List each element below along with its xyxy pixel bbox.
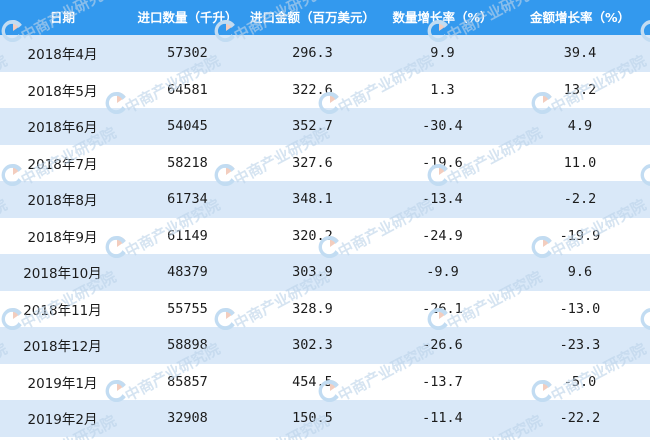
cell-import_volume: 55755 <box>167 300 208 317</box>
cell-value_growth: 13.2 <box>563 81 597 98</box>
cell-date: 2018年5月 <box>27 83 98 100</box>
cell-value_growth: -22.2 <box>559 410 601 427</box>
cell-date: 2018年6月 <box>27 120 98 137</box>
cell-import_volume: 85857 <box>167 373 208 390</box>
cell-date: 2019年2月 <box>27 412 98 429</box>
cell-import_value: 322.6 <box>292 81 333 98</box>
table-row: 2018年4月 57302 296.3 9.9 39.4 <box>0 35 650 72</box>
cell-value_growth: -23.3 <box>559 337 601 354</box>
column-header-value-growth: 金额增长率（%） <box>529 9 631 25</box>
cell-import_value: 454.5 <box>292 373 333 390</box>
cell-import_volume: 57302 <box>167 45 208 62</box>
cell-value_growth: -13.0 <box>559 300 601 317</box>
column-header-import-volume: 进口数量（千升） <box>137 9 238 25</box>
cell-volume_growth: -26.1 <box>422 300 463 317</box>
table-header-row: 日期 进口数量（千升） 进口金额（百万美元） 数量增长率（%） 金额增长率（%） <box>0 0 650 35</box>
cell-value_growth: 11.0 <box>563 154 597 171</box>
cell-value_growth: -2.2 <box>563 191 597 208</box>
table-row: 2018年11月 55755 328.9 -26.1 -13.0 <box>0 290 650 327</box>
table-row: 2018年8月 61734 348.1 -13.4 -2.2 <box>0 181 650 218</box>
cell-import_volume: 48379 <box>167 264 208 281</box>
column-header-date: 日期 <box>49 9 75 25</box>
table-row: 2018年6月 54045 352.7 -30.4 4.9 <box>0 108 650 145</box>
cell-volume_growth: -13.7 <box>422 373 463 390</box>
table-row: 2018年10月 48379 303.9 -9.9 9.6 <box>0 254 650 291</box>
cell-volume_growth: -26.6 <box>422 337 463 354</box>
cell-date: 2018年7月 <box>27 156 98 173</box>
table-body: 2018年4月 57302 296.3 9.9 39.4 2018年5月 64581 322.… <box>0 35 650 437</box>
table-row: 2019年1月 85857 454.5 -13.7 -5.0 <box>0 363 650 400</box>
cell-import_value: 320.2 <box>292 227 333 244</box>
cell-volume_growth: 9.9 <box>430 45 455 62</box>
cell-import_value: 302.3 <box>292 337 333 354</box>
cell-volume_growth: -19.6 <box>422 154 463 171</box>
table-header: 日期 进口数量（千升） 进口金额（百万美元） 数量增长率（%） 金额增长率（%） <box>0 0 650 35</box>
cell-import_value: 296.3 <box>292 45 333 62</box>
cell-volume_growth: -24.9 <box>422 227 463 244</box>
column-header-import-value: 进口金额（百万美元） <box>250 9 376 25</box>
cell-date: 2018年9月 <box>27 229 98 246</box>
cell-value_growth: -5.0 <box>563 373 597 390</box>
cell-date: 2018年11月 <box>23 302 102 319</box>
cell-date: 2018年12月 <box>23 339 102 356</box>
table-row: 2019年2月 32908 150.5 -11.4 -22.2 <box>0 400 650 437</box>
cell-date: 2019年1月 <box>27 375 98 392</box>
cell-import_value: 327.6 <box>292 154 333 171</box>
cell-import_volume: 58898 <box>167 337 208 354</box>
cell-import_volume: 58218 <box>167 154 208 171</box>
cell-import_value: 150.5 <box>292 410 333 427</box>
cell-import_volume: 64581 <box>167 81 208 98</box>
cell-import_volume: 54045 <box>167 118 208 135</box>
table-row: 2018年5月 64581 322.6 1.3 13.2 <box>0 71 650 108</box>
cell-value_growth: -19.9 <box>559 227 601 244</box>
cell-date: 2018年4月 <box>27 47 98 64</box>
cell-import_value: 348.1 <box>292 191 333 208</box>
cell-volume_growth: -11.4 <box>422 410 463 427</box>
table-row: 2018年12月 58898 302.3 -26.6 -23.3 <box>0 327 650 364</box>
cell-import_value: 352.7 <box>292 118 333 135</box>
cell-import_volume: 32908 <box>167 410 208 427</box>
cell-volume_growth: -30.4 <box>422 118 463 135</box>
cell-date: 2018年8月 <box>27 193 98 210</box>
cell-value_growth: 4.9 <box>567 118 593 135</box>
cell-import_volume: 61734 <box>167 191 208 208</box>
cell-volume_growth: -9.9 <box>426 264 459 281</box>
cell-import_value: 328.9 <box>292 300 333 317</box>
table-row: 2018年9月 61149 320.2 -24.9 -19.9 <box>0 217 650 254</box>
cell-import_volume: 61149 <box>167 227 208 244</box>
cell-volume_growth: -13.4 <box>422 191 463 208</box>
cell-value_growth: 9.6 <box>567 264 593 281</box>
table-row: 2018年7月 58218 327.6 -19.6 11.0 <box>0 144 650 181</box>
cell-value_growth: 39.4 <box>563 45 597 62</box>
cell-volume_growth: 1.3 <box>430 81 455 98</box>
column-header-volume-growth: 数量增长率（%） <box>392 9 493 25</box>
cell-import_value: 303.9 <box>292 264 333 281</box>
cell-date: 2018年10月 <box>23 266 102 283</box>
